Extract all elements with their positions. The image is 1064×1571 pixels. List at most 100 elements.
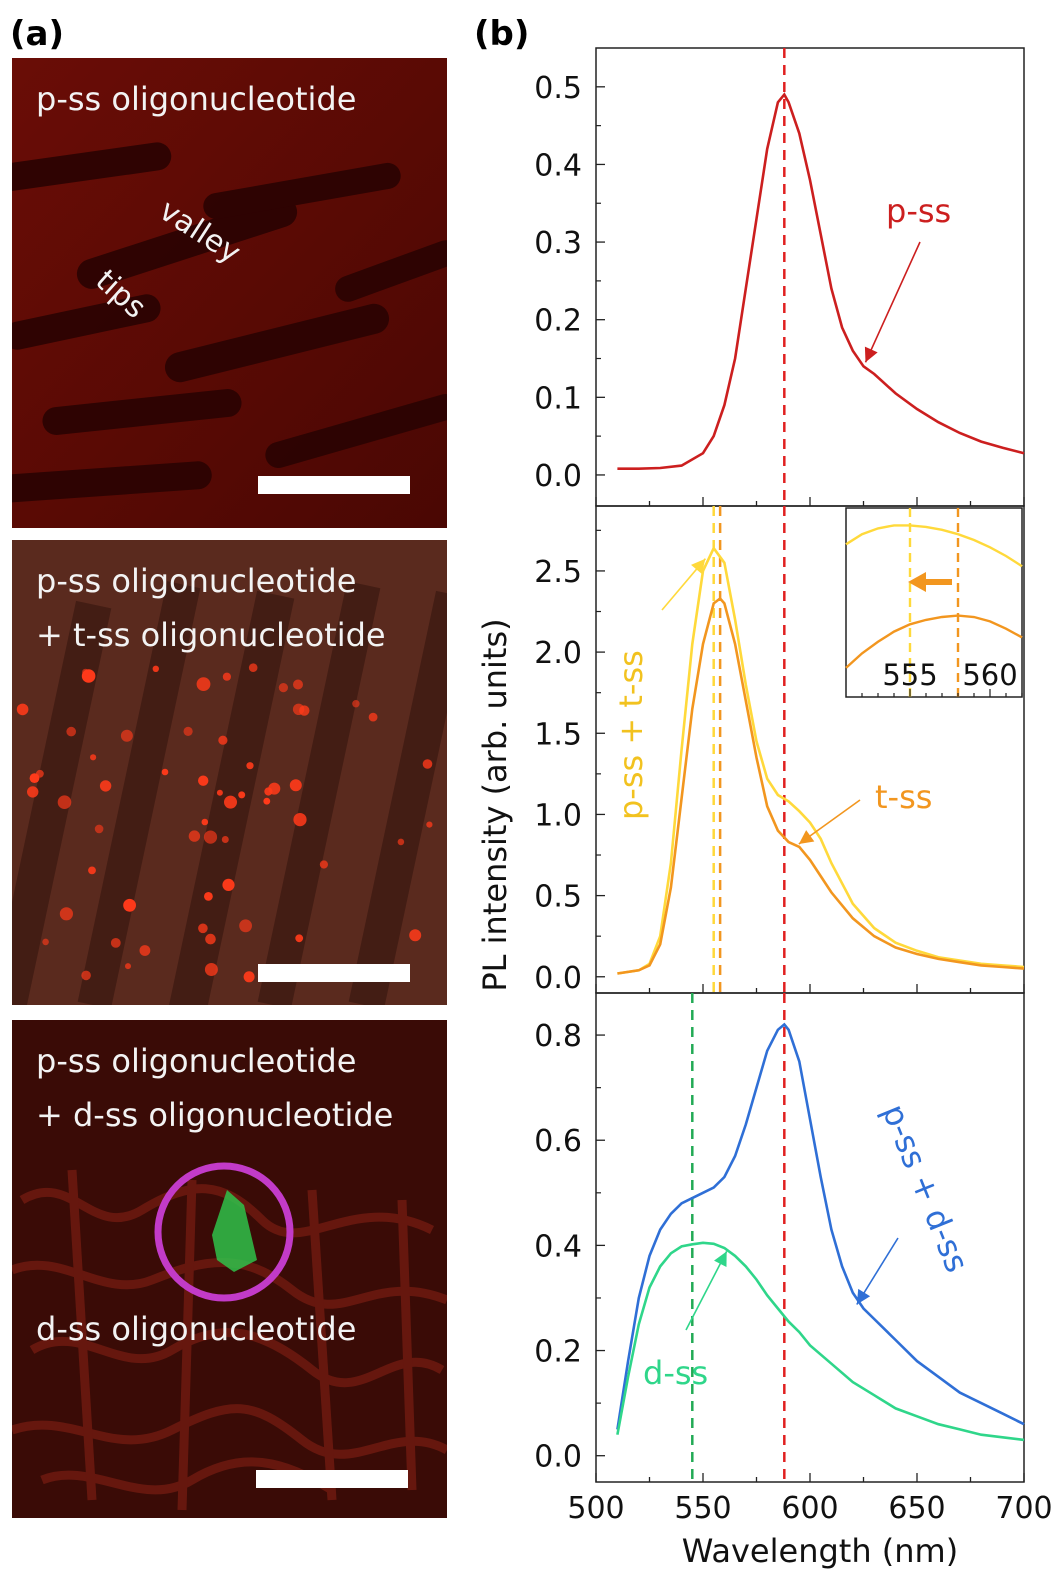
fluorescent-spot bbox=[263, 797, 271, 805]
y-tick-label: 0.8 bbox=[534, 1019, 582, 1054]
y-tick-label: 0.4 bbox=[534, 148, 582, 183]
fluorescent-spot bbox=[139, 945, 151, 956]
scale-bar bbox=[258, 964, 410, 982]
arrow-head bbox=[856, 1288, 871, 1305]
fluorescent-spot bbox=[203, 830, 218, 844]
y-tick-label: 0.2 bbox=[534, 304, 582, 339]
fluorescent-spot bbox=[368, 712, 378, 722]
micrograph-pss-tss-texture bbox=[12, 540, 447, 1005]
fluorescent-spot bbox=[319, 860, 328, 869]
fluorescent-spot bbox=[205, 933, 216, 945]
fluorescent-spot bbox=[268, 782, 281, 795]
fluorescent-spot bbox=[99, 780, 112, 792]
subplot-1: 0.0 0.1 0.2 0.3 0.4 0.5 p-ss bbox=[534, 47, 1025, 507]
y-tick-label: 0.5 bbox=[534, 880, 582, 915]
fluorescent-spot bbox=[295, 934, 304, 943]
x-tick-label: 500 bbox=[567, 1491, 624, 1526]
series-d-ss bbox=[616, 1241, 1025, 1442]
series-p-ss bbox=[617, 92, 1025, 470]
subplot-2: 0.0 0.5 1.0 1.5 2.0 2.5 PL intensity (arb. uni… bbox=[476, 505, 1025, 996]
fluorescent-spot bbox=[16, 703, 29, 716]
fluorescent-spot bbox=[183, 726, 193, 736]
y-tick-label: 1.5 bbox=[534, 717, 582, 752]
fluorescent-spot bbox=[188, 830, 201, 842]
x-tick-label: 550 bbox=[674, 1491, 731, 1526]
fluorescent-spot bbox=[292, 703, 305, 715]
inset-x-tick-label: 555 bbox=[882, 658, 937, 692]
fluorescent-spot bbox=[201, 818, 209, 826]
fluorescent-spot bbox=[125, 963, 131, 970]
fluorescent-spot bbox=[88, 866, 96, 875]
y-tick-label: 0.0 bbox=[534, 459, 582, 494]
fluorescent-spot bbox=[426, 821, 433, 828]
arrow-head bbox=[714, 1251, 727, 1268]
annotation-label: t-ss bbox=[875, 778, 932, 816]
inset-plot: 555 560 bbox=[845, 507, 1023, 698]
fluorescent-spot bbox=[221, 836, 229, 843]
fluorescent-spot bbox=[243, 971, 255, 983]
fluorescent-spot bbox=[27, 786, 39, 798]
x-tick-label: 600 bbox=[781, 1491, 838, 1526]
fluorescent-spot bbox=[196, 677, 211, 691]
fluorescent-spot bbox=[59, 907, 73, 921]
fluorescent-spot bbox=[204, 892, 213, 901]
panel-label-b: (b) bbox=[474, 14, 530, 54]
x-axis-label: Wavelength (nm) bbox=[682, 1532, 958, 1570]
y-tick-label: 2.5 bbox=[534, 555, 582, 590]
subplot-3: 0.0 0.2 0.4 0.6 0.8 500 550 600 650 700 Wavelength… bbox=[534, 992, 1053, 1570]
fluorescent-spot bbox=[94, 824, 104, 834]
fluorescent-spot bbox=[422, 759, 433, 769]
x-tick-label: 700 bbox=[995, 1491, 1052, 1526]
fluorescent-spot bbox=[352, 700, 360, 708]
y-tick-label: 0.0 bbox=[534, 961, 582, 996]
fluorescent-spot bbox=[57, 795, 72, 809]
fluorescent-spot bbox=[66, 726, 76, 737]
fluorescent-spot bbox=[198, 923, 208, 934]
series-p-ss-d-ss bbox=[616, 1022, 1025, 1430]
fluorescent-spot bbox=[42, 938, 49, 946]
fluorescent-spot bbox=[293, 813, 307, 827]
fluorescent-spot bbox=[222, 878, 235, 891]
fluorescent-spot bbox=[81, 970, 91, 981]
y-tick-label: 0.5 bbox=[534, 71, 582, 106]
arrow-head bbox=[908, 572, 926, 592]
annotation-label: d-ss bbox=[643, 1354, 708, 1392]
micrograph-pss-dss: p-ss oligonucleotide + d-ss oligonucleot… bbox=[12, 1020, 447, 1518]
annotation-arrow bbox=[685, 1251, 728, 1331]
fluorescent-spot bbox=[110, 938, 121, 948]
fluorescent-spot bbox=[161, 768, 169, 776]
y-tick-label: 1.0 bbox=[534, 798, 582, 833]
y-tick-label: 0.4 bbox=[534, 1229, 582, 1264]
y-axis-label: PL intensity (arb. units) bbox=[476, 618, 514, 991]
micrograph-pss-tss: p-ss oligonucleotide + t-ss oligonucleot… bbox=[12, 540, 447, 1005]
annotation-arrow bbox=[864, 241, 921, 363]
inset-series-pss-tss bbox=[845, 524, 1023, 568]
annotation-label: p-ss + t-ss bbox=[612, 650, 650, 820]
fluorescent-spot bbox=[222, 672, 231, 681]
micrograph-pss: p-ss oligonucleotide valley tips bbox=[12, 58, 447, 528]
fluorescent-spot bbox=[198, 775, 209, 786]
scale-bar bbox=[258, 476, 410, 494]
fluorescent-spot bbox=[409, 929, 422, 942]
micrograph-pss-tss-caption-1: p-ss oligonucleotide bbox=[36, 562, 357, 600]
micrograph-pss-dss-caption-2: + d-ss oligonucleotide bbox=[36, 1096, 394, 1134]
y-tick-label: 0.6 bbox=[534, 1124, 582, 1159]
dss-spot bbox=[212, 1190, 257, 1272]
scale-bar bbox=[256, 1470, 408, 1488]
fluorescent-spot bbox=[152, 665, 159, 672]
fluorescent-spot bbox=[289, 779, 302, 792]
fluorescent-spot bbox=[216, 789, 223, 796]
highlight-ring bbox=[154, 1162, 294, 1302]
y-tick-label: 2.0 bbox=[534, 636, 582, 671]
arrow-head bbox=[864, 346, 878, 363]
fluorescent-spot bbox=[29, 773, 40, 783]
fluorescent-spot bbox=[246, 762, 254, 770]
micrograph-pss-tss-caption-2: + t-ss oligonucleotide bbox=[36, 616, 386, 654]
y-tick-label: 0.3 bbox=[534, 226, 582, 261]
fluorescent-spot bbox=[120, 729, 133, 742]
micrograph-pss-dss-texture bbox=[12, 1020, 447, 1518]
fluorescent-spot bbox=[82, 668, 89, 676]
micrograph-dss-caption: d-ss oligonucleotide bbox=[36, 1310, 357, 1348]
fluorescent-spot bbox=[224, 795, 237, 809]
